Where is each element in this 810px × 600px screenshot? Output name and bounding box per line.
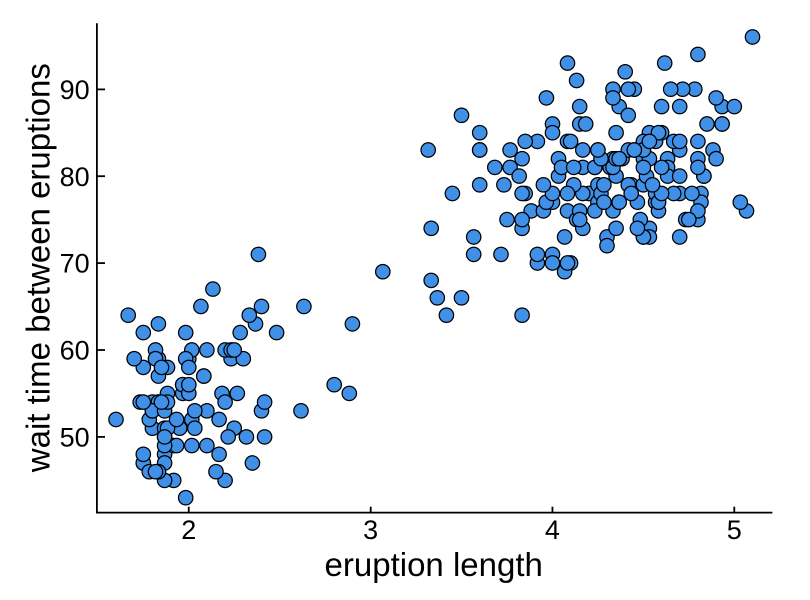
svg-text:90: 90 [60,75,90,105]
svg-text:2: 2 [181,515,196,545]
svg-text:4: 4 [545,515,560,545]
svg-text:eruption length: eruption length [325,546,543,583]
svg-text:60: 60 [60,336,90,366]
svg-text:3: 3 [363,515,378,545]
svg-text:80: 80 [60,162,90,192]
svg-text:wait time between eruptions: wait time between eruptions [20,63,57,473]
svg-text:70: 70 [60,249,90,279]
svg-text:5: 5 [727,515,742,545]
svg-text:50: 50 [60,423,90,453]
